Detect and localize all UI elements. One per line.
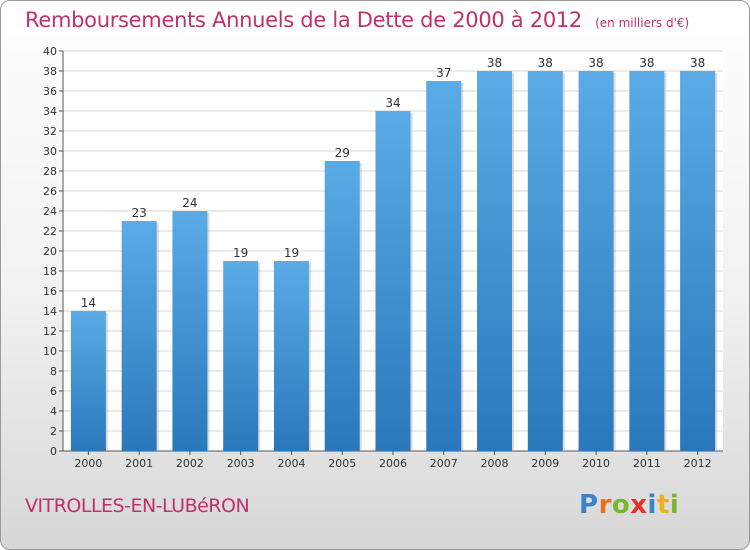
y-tick-label: 12 [43,325,57,338]
y-tick-label: 34 [43,105,57,118]
bar [375,111,411,451]
data-label: 38 [538,56,553,70]
y-tick-label: 28 [43,165,57,178]
bar [578,71,614,451]
proxiti-logo: Proxiti [579,490,680,520]
chart-unit: (en milliers d'€) [595,16,690,30]
y-tick-label: 16 [43,285,57,298]
y-tick-label: 14 [43,305,57,318]
bar [680,71,716,451]
y-tick-label: 22 [43,225,57,238]
y-tick-label: 40 [43,45,57,58]
data-label: 29 [335,146,350,160]
bar [172,211,208,451]
x-tick-label: 2001 [125,457,153,470]
data-label: 19 [284,246,299,260]
data-label: 38 [588,56,603,70]
bar [629,71,665,451]
bar [426,81,462,451]
x-tick-label: 2008 [481,457,509,470]
bar [70,311,106,451]
y-tick-label: 6 [50,385,57,398]
commune-name: VITROLLES-EN-LUBéRON [25,495,250,517]
bar [477,71,513,451]
bar [121,221,157,451]
x-tick-label: 2009 [531,457,559,470]
x-tick-label: 2000 [74,457,102,470]
x-tick-label: 2007 [430,457,458,470]
y-tick-label: 38 [43,65,57,78]
y-tick-label: 10 [43,345,57,358]
y-tick-label: 4 [50,405,57,418]
y-tick-label: 18 [43,265,57,278]
y-tick-label: 2 [50,425,57,438]
bar [324,161,360,451]
y-tick-label: 30 [43,145,57,158]
y-tick-label: 20 [43,245,57,258]
data-label: 23 [132,206,147,220]
data-label: 38 [690,56,705,70]
x-tick-label: 2011 [633,457,661,470]
x-tick-label: 2006 [379,457,407,470]
data-label: 38 [639,56,654,70]
data-label: 37 [436,66,451,80]
x-tick-label: 2005 [328,457,356,470]
x-tick-label: 2002 [176,457,204,470]
bar [273,261,309,451]
y-tick-label: 36 [43,85,57,98]
bar [223,261,259,451]
chart-title: Remboursements Annuels de la Dette de 20… [25,8,582,32]
y-tick-label: 26 [43,185,57,198]
y-tick-label: 8 [50,365,57,378]
x-tick-label: 2003 [227,457,255,470]
x-tick-label: 2004 [277,457,305,470]
x-tick-label: 2010 [582,457,610,470]
data-label: 14 [81,296,96,310]
x-tick-label: 2012 [684,457,712,470]
data-label: 19 [233,246,248,260]
y-tick-label: 24 [43,205,57,218]
chart-title-row: Remboursements Annuels de la Dette de 20… [25,8,689,32]
y-tick-label: 0 [50,445,57,458]
data-label: 24 [182,196,197,210]
data-label: 34 [385,96,400,110]
data-label: 38 [487,56,502,70]
bar [527,71,563,451]
y-tick-label: 32 [43,125,57,138]
